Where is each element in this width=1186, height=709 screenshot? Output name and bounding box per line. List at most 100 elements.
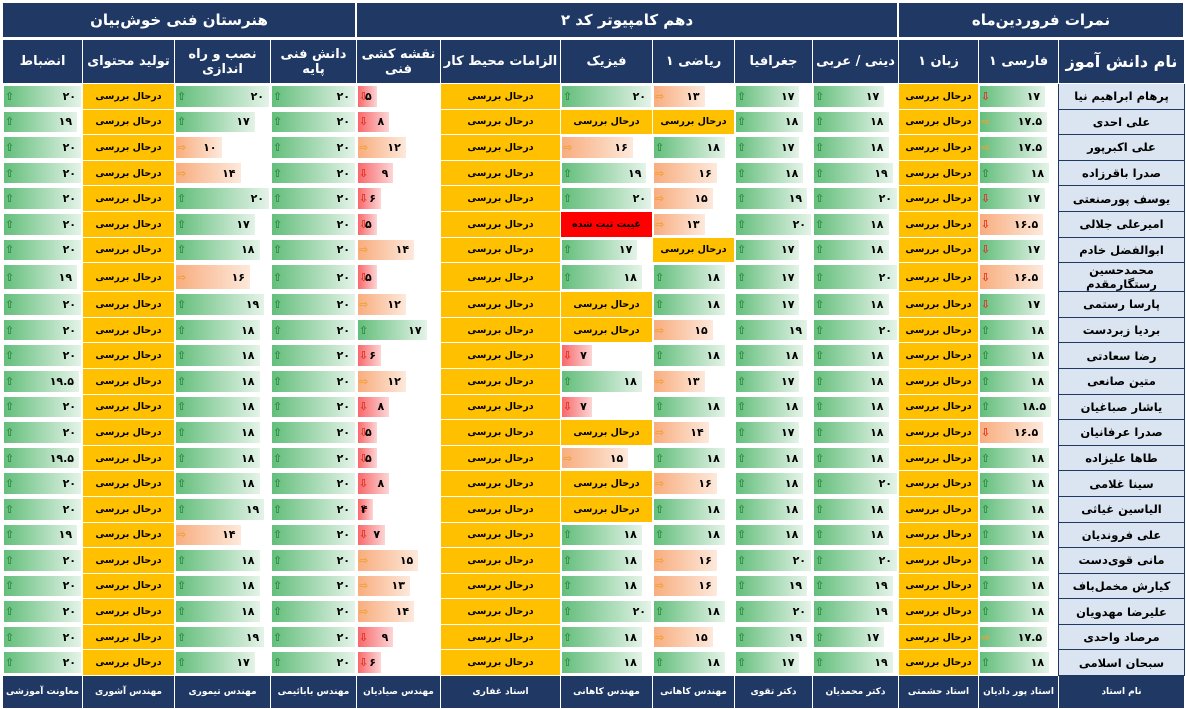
status-pending[interactable]: درحال بررسی bbox=[898, 444, 979, 472]
score-fizik[interactable]: ⇨ ۱۵ bbox=[560, 444, 653, 472]
score-joghrafia[interactable]: ⇧ ۱۹ bbox=[734, 316, 813, 344]
student-name[interactable]: محمدحسین رستگارمقدم bbox=[1058, 262, 1185, 293]
score-naghshe[interactable]: ⇩ ۴ bbox=[356, 495, 441, 523]
score-naghshe[interactable]: ⇩ ۷ bbox=[356, 521, 441, 549]
score-riazi[interactable]: ⇨ ۱۶ bbox=[652, 470, 735, 497]
status-pending[interactable]: درحال بررسی bbox=[82, 649, 175, 677]
score-nasb[interactable]: ⇧ ۱۸ bbox=[174, 470, 271, 497]
score-joghrafia[interactable]: ⇧ ۲۰ bbox=[734, 598, 813, 625]
score-danesh[interactable]: ⇧ ۲۰ bbox=[270, 236, 357, 264]
score-joghrafia[interactable]: ⇧ ۲۰ bbox=[734, 210, 813, 238]
score-nasb[interactable]: ⇧ ۱۷ bbox=[174, 108, 271, 136]
score-enzebat[interactable]: ⇧ ۲۰ bbox=[2, 342, 83, 369]
status-pending[interactable]: درحال بررسی bbox=[82, 444, 175, 472]
score-riazi[interactable]: ⇨ ۱۶ bbox=[652, 572, 735, 600]
status-pending[interactable]: درحال بررسی bbox=[440, 598, 561, 625]
score-nasb[interactable]: ⇧ ۱۸ bbox=[174, 547, 271, 574]
student-name[interactable]: علیرضا مهدویان bbox=[1058, 598, 1185, 625]
status-pending[interactable]: درحال بررسی bbox=[560, 291, 653, 318]
score-riazi[interactable]: ⇧ ۱۸ bbox=[652, 291, 735, 318]
score-joghrafia[interactable]: ⇧ ۱۷ bbox=[734, 419, 813, 446]
status-pending[interactable]: درحال بررسی bbox=[440, 159, 561, 187]
score-farsi[interactable]: ⇧ ۱۸ bbox=[978, 367, 1059, 395]
score-naghshe[interactable]: ⇨ ۱۳ bbox=[356, 572, 441, 600]
score-farsi[interactable]: ⇧ ۱۸ bbox=[978, 598, 1059, 625]
status-pending[interactable]: درحال بررسی bbox=[440, 367, 561, 395]
score-nasb[interactable]: ⇧ ۱۸ bbox=[174, 598, 271, 625]
score-dini[interactable]: ⇧ ۲۰ bbox=[812, 470, 899, 497]
score-dini[interactable]: ⇧ ۱۸ bbox=[812, 210, 899, 238]
status-pending[interactable]: درحال بررسی bbox=[440, 649, 561, 677]
score-nasb[interactable]: ⇧ ۱۹ bbox=[174, 495, 271, 523]
status-pending[interactable]: درحال بررسی bbox=[440, 210, 561, 238]
status-pending[interactable]: درحال بررسی bbox=[898, 210, 979, 238]
status-pending[interactable]: درحال بررسی bbox=[82, 470, 175, 497]
score-joghrafia[interactable]: ⇧ ۱۹ bbox=[734, 185, 813, 212]
student-name[interactable]: پارسا رستمی bbox=[1058, 291, 1185, 318]
status-pending[interactable]: درحال بررسی bbox=[560, 495, 653, 523]
student-name[interactable]: کیارش مخمل‌باف bbox=[1058, 572, 1185, 600]
status-pending[interactable]: درحال بررسی bbox=[82, 419, 175, 446]
score-nasb[interactable]: ⇧ ۱۷ bbox=[174, 649, 271, 677]
score-fizik[interactable]: ⇧ ۲۰ bbox=[560, 598, 653, 625]
score-farsi[interactable]: ⇧ ۱۸ bbox=[978, 159, 1059, 187]
status-pending[interactable]: درحال بررسی bbox=[652, 108, 735, 136]
score-enzebat[interactable]: ⇧ ۲۰ bbox=[2, 316, 83, 344]
score-farsi[interactable]: ⇨ ۱۷.۵ bbox=[978, 134, 1059, 161]
status-absent[interactable]: غیبت ثبت شده bbox=[560, 210, 653, 238]
score-nasb[interactable]: ⇧ ۲۰ bbox=[174, 83, 271, 110]
status-pending[interactable]: درحال بررسی bbox=[440, 572, 561, 600]
score-naghshe[interactable]: ⇨ ۱۲ bbox=[356, 134, 441, 161]
score-fizik[interactable]: ⇧ ۱۸ bbox=[560, 623, 653, 651]
score-enzebat[interactable]: ⇧ ۲۰ bbox=[2, 495, 83, 523]
score-enzebat[interactable]: ⇧ ۲۰ bbox=[2, 185, 83, 212]
score-farsi[interactable]: ⇧ ۱۸.۵ bbox=[978, 393, 1059, 421]
status-pending[interactable]: درحال بررسی bbox=[82, 316, 175, 344]
score-dini[interactable]: ⇧ ۱۸ bbox=[812, 495, 899, 523]
status-pending[interactable]: درحال بررسی bbox=[440, 262, 561, 293]
score-dini[interactable]: ⇧ ۱۸ bbox=[812, 291, 899, 318]
score-danesh[interactable]: ⇧ ۲۰ bbox=[270, 342, 357, 369]
score-farsi[interactable]: ⇧ ۱۸ bbox=[978, 521, 1059, 549]
header-fizik[interactable]: فیزیک bbox=[560, 39, 653, 84]
score-dini[interactable]: ⇧ ۱۷ bbox=[812, 623, 899, 651]
score-danesh[interactable]: ⇧ ۲۰ bbox=[270, 470, 357, 497]
status-pending[interactable]: درحال بررسی bbox=[440, 419, 561, 446]
status-pending[interactable]: درحال بررسی bbox=[898, 108, 979, 136]
score-fizik[interactable]: ⇧ ۱۸ bbox=[560, 262, 653, 293]
status-pending[interactable]: درحال بررسی bbox=[898, 262, 979, 293]
score-danesh[interactable]: ⇧ ۲۰ bbox=[270, 649, 357, 677]
score-nasb[interactable]: ⇨ ۱۰ bbox=[174, 134, 271, 161]
score-riazi[interactable]: ⇨ ۱۵ bbox=[652, 316, 735, 344]
score-fizik[interactable]: ⇧ ۱۸ bbox=[560, 547, 653, 574]
score-nasb[interactable]: ⇨ ۱۶ bbox=[174, 262, 271, 293]
student-name[interactable]: صدرا باقرزاده bbox=[1058, 159, 1185, 187]
status-pending[interactable]: درحال بررسی bbox=[440, 547, 561, 574]
score-farsi[interactable]: ⇩ ۱۷ bbox=[978, 291, 1059, 318]
score-fizik[interactable]: ⇩ ۷ bbox=[560, 342, 653, 369]
score-joghrafia[interactable]: ⇧ ۱۸ bbox=[734, 393, 813, 421]
score-dini[interactable]: ⇧ ۲۰ bbox=[812, 262, 899, 293]
score-riazi[interactable]: ⇧ ۱۸ bbox=[652, 521, 735, 549]
score-riazi[interactable]: ⇧ ۱۸ bbox=[652, 262, 735, 293]
student-name[interactable]: یوسف پورصنعتی bbox=[1058, 185, 1185, 212]
score-farsi[interactable]: ⇧ ۱۸ bbox=[978, 572, 1059, 600]
status-pending[interactable]: درحال بررسی bbox=[560, 108, 653, 136]
score-nasb[interactable]: ⇧ ۱۸ bbox=[174, 444, 271, 472]
score-nasb[interactable]: ⇧ ۱۷ bbox=[174, 210, 271, 238]
score-enzebat[interactable]: ⇧ ۲۰ bbox=[2, 598, 83, 625]
status-pending[interactable]: درحال بررسی bbox=[82, 393, 175, 421]
status-pending[interactable]: درحال بررسی bbox=[898, 236, 979, 264]
score-nasb[interactable]: ⇧ ۱۸ bbox=[174, 393, 271, 421]
score-naghshe[interactable]: ⇩ ۵ bbox=[356, 262, 441, 293]
score-joghrafia[interactable]: ⇧ ۱۸ bbox=[734, 342, 813, 369]
score-farsi[interactable]: ⇩ ۱۷ bbox=[978, 185, 1059, 212]
score-enzebat[interactable]: ⇧ ۱۹.۵ bbox=[2, 444, 83, 472]
header-name[interactable]: نام دانش آموز bbox=[1058, 39, 1185, 84]
score-nasb[interactable]: ⇧ ۲۰ bbox=[174, 185, 271, 212]
score-farsi[interactable]: ⇧ ۱۸ bbox=[978, 495, 1059, 523]
student-name[interactable]: یاشار صباغیان bbox=[1058, 393, 1185, 421]
score-danesh[interactable]: ⇧ ۲۰ bbox=[270, 623, 357, 651]
score-riazi[interactable]: ⇨ ۱۴ bbox=[652, 419, 735, 446]
status-pending[interactable]: درحال بررسی bbox=[82, 210, 175, 238]
